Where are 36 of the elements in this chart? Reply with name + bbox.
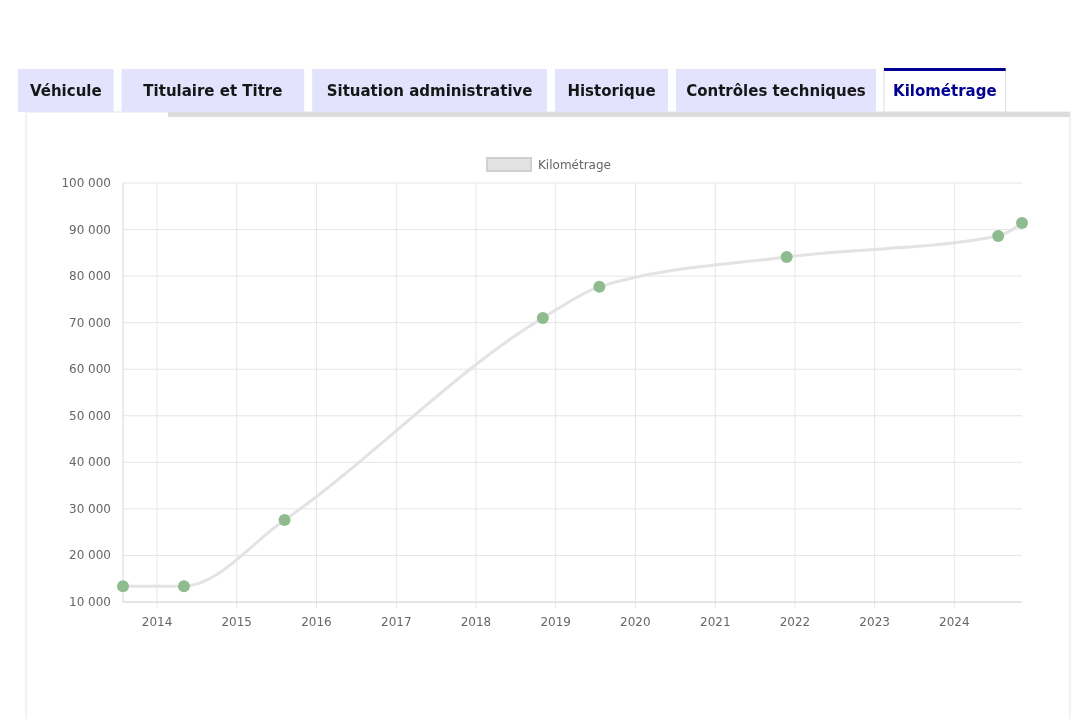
x-tick-label: 2015 xyxy=(221,615,253,629)
x-tick-label: 2018 xyxy=(460,615,492,629)
x-tick-label: 2014 xyxy=(141,615,173,629)
text: Historique xyxy=(567,82,656,100)
text: Kilométrage xyxy=(893,82,997,100)
y-tick-label: 80 000 xyxy=(69,269,111,284)
x-tick-label: 2019 xyxy=(540,615,571,629)
x-tick-label: 2023 xyxy=(859,615,890,629)
y-tick-label: 30 000 xyxy=(69,501,111,516)
y-tick-label: 100 000 xyxy=(61,176,111,190)
y-tick-label: 90 000 xyxy=(69,222,111,237)
x-tick-label: 2016 xyxy=(301,615,332,629)
text: Contrôles techniques xyxy=(686,82,866,100)
y-tick-label: 70 000 xyxy=(69,315,111,330)
point xyxy=(1016,217,1028,230)
x-tick-label: 2017 xyxy=(381,615,412,629)
point xyxy=(992,230,1005,243)
legend-label: Kilométrage xyxy=(538,158,611,172)
point xyxy=(278,514,291,527)
x-tick-label: 2021 xyxy=(700,615,731,629)
text: Situation administrative xyxy=(326,82,533,100)
y-tick-label: 50 000 xyxy=(69,408,111,423)
point xyxy=(593,280,606,293)
point xyxy=(177,580,190,593)
text: Titulaire et Titre xyxy=(143,82,283,100)
y-tick-label: 10 000 xyxy=(69,595,111,609)
point xyxy=(117,580,129,593)
point xyxy=(780,251,793,264)
x-tick-label: 2024 xyxy=(939,615,970,629)
text: Véhicule xyxy=(29,82,102,100)
point xyxy=(536,312,549,325)
x-tick-label: 2020 xyxy=(620,615,651,629)
y-tick-label: 20 000 xyxy=(69,548,111,563)
y-tick-label: 60 000 xyxy=(69,362,111,377)
x-tick-label: 2022 xyxy=(779,615,811,629)
y-tick-label: 40 000 xyxy=(69,455,111,470)
